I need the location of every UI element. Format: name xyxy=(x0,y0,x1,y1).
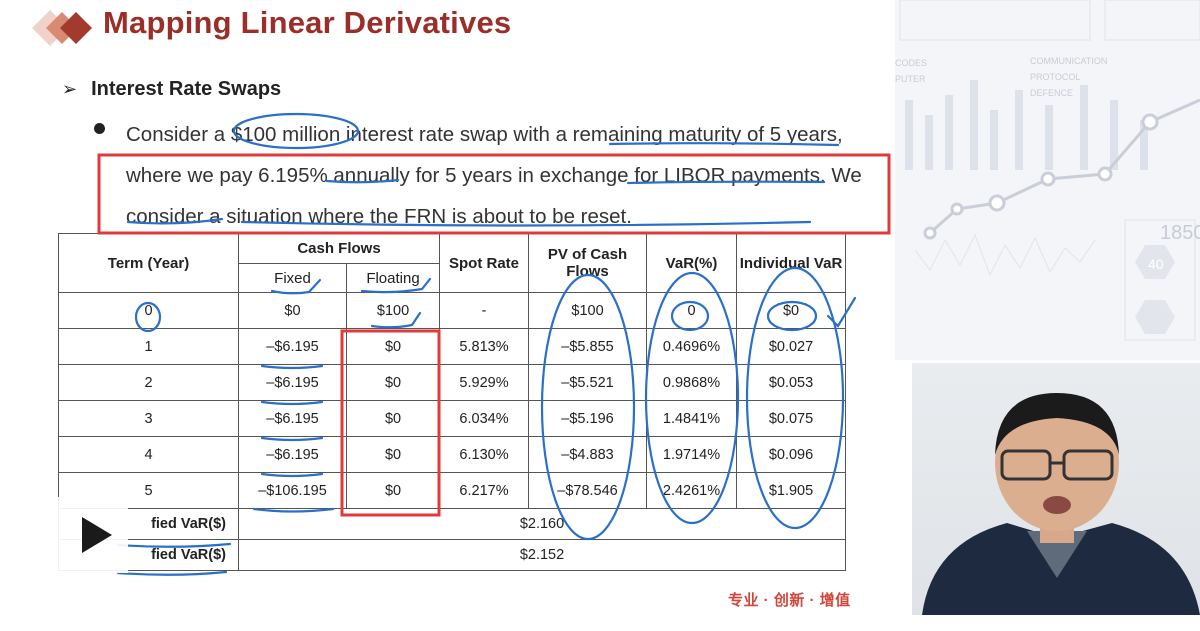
summary-row: fied VaR($) $2.152 xyxy=(58,539,847,571)
cell-var-pct: 0 xyxy=(646,292,738,329)
cell-fixed: $0 xyxy=(238,292,347,329)
header-cash-flows: Cash Flows xyxy=(237,233,441,264)
slide-title: Mapping Linear Derivatives xyxy=(103,5,512,40)
section-title: Interest Rate Swaps xyxy=(91,78,282,100)
cell-pv: –$5.521 xyxy=(528,364,648,401)
play-icon xyxy=(82,517,112,553)
table-row: 4 –$6.195 $0 6.130% –$4.883 1.9714% $0.0… xyxy=(58,436,847,473)
cell-var-pct: 2.4261% xyxy=(646,472,738,509)
cell-term: 2 xyxy=(58,364,239,401)
bullet-dot-icon xyxy=(94,123,105,134)
cell-floating: $0 xyxy=(345,436,441,473)
summary-row: fied VaR($) $2.160 xyxy=(58,508,847,540)
cell-pv: –$5.855 xyxy=(528,328,648,365)
cell-ind-var: $0.027 xyxy=(736,328,847,365)
cell-ind-var: $1.905 xyxy=(736,472,847,509)
cell-spot: 6.034% xyxy=(439,400,530,437)
cell-fixed: –$106.195 xyxy=(238,472,347,509)
cell-var-pct: 1.9714% xyxy=(646,436,738,473)
cell-ind-var: $0 xyxy=(736,292,847,329)
header-pv: PV of Cash Flows xyxy=(528,233,648,293)
bg-label: CODES xyxy=(895,58,928,68)
cell-floating: $0 xyxy=(345,328,441,365)
cell-term: 0 xyxy=(58,292,239,329)
header-term: Term (Year) xyxy=(58,233,239,293)
header-individual-var: Individual VaR xyxy=(736,233,847,293)
bg-label: PROTOCOL xyxy=(1030,72,1081,82)
cell-floating: $100 xyxy=(345,292,441,329)
table-row: 5 –$106.195 $0 6.217% –$78.546 2.4261% $… xyxy=(58,472,847,509)
cell-ind-var: $0.053 xyxy=(736,364,847,401)
cell-pv: –$5.196 xyxy=(528,400,648,437)
header-floating: Floating xyxy=(345,263,441,293)
cell-floating: $0 xyxy=(345,364,441,401)
bg-label: 1850 xyxy=(1160,222,1200,244)
cell-spot: 6.217% xyxy=(439,472,530,509)
bullet-text: Consider a $100 million interest rate sw… xyxy=(126,123,862,228)
footer-slogan: 专业 · 创新 · 增值 xyxy=(728,592,851,609)
cell-spot: 6.130% xyxy=(439,436,530,473)
bg-label: COMMUNICATION xyxy=(1030,56,1108,66)
arrow-bullet-icon: ➢ xyxy=(62,79,78,99)
table-row: 3 –$6.195 $0 6.034% –$5.196 1.4841% $0.0… xyxy=(58,400,847,437)
cell-ind-var: $0.096 xyxy=(736,436,847,473)
bg-label: PUTER xyxy=(895,74,926,84)
cell-term: 4 xyxy=(58,436,239,473)
cell-fixed: –$6.195 xyxy=(238,328,347,365)
cell-spot: 5.929% xyxy=(439,364,530,401)
cell-pv: –$78.546 xyxy=(528,472,648,509)
section-heading: ➢ Interest Rate Swaps xyxy=(62,78,281,101)
cell-fixed: –$6.195 xyxy=(238,364,347,401)
summary-value: $2.160 xyxy=(237,508,847,540)
cell-floating: $0 xyxy=(345,400,441,437)
cell-spot: - xyxy=(439,292,530,329)
table-row: 1 –$6.195 $0 5.813% –$5.855 0.4696% $0.0… xyxy=(58,328,847,365)
cell-pv: $100 xyxy=(528,292,648,329)
cell-term: 1 xyxy=(58,328,239,365)
table-row: 0 $0 $100 - $100 0 $0 xyxy=(58,292,847,329)
cell-fixed: –$6.195 xyxy=(238,400,347,437)
background-decoration: CODES PUTER COMMUNICATION PROTOCOL DEFEN… xyxy=(895,0,1200,360)
cell-pv: –$4.883 xyxy=(528,436,648,473)
cell-floating: $0 xyxy=(345,472,441,509)
summary-value: $2.152 xyxy=(237,539,847,571)
bg-label: 40 xyxy=(1148,256,1164,272)
header-var-pct: VaR(%) xyxy=(646,233,738,293)
swap-table: Term (Year) Cash Flows Spot Rate PV of C… xyxy=(58,233,847,571)
play-button[interactable] xyxy=(58,497,128,573)
cell-var-pct: 0.4696% xyxy=(646,328,738,365)
logo-icon xyxy=(32,10,92,46)
header-fixed: Fixed xyxy=(238,263,347,293)
cell-var-pct: 1.4841% xyxy=(646,400,738,437)
cell-spot: 5.813% xyxy=(439,328,530,365)
cell-var-pct: 0.9868% xyxy=(646,364,738,401)
cell-term: 3 xyxy=(58,400,239,437)
bg-label: DEFENCE xyxy=(1030,88,1074,98)
header-spot-rate: Spot Rate xyxy=(439,233,530,293)
background-chart-icon xyxy=(899,0,1200,341)
table-row: 2 –$6.195 $0 5.929% –$5.521 0.9868% $0.0… xyxy=(58,364,847,401)
cell-fixed: –$6.195 xyxy=(238,436,347,473)
webcam-feed xyxy=(912,363,1200,615)
cell-ind-var: $0.075 xyxy=(736,400,847,437)
presenter-icon xyxy=(922,393,1200,615)
